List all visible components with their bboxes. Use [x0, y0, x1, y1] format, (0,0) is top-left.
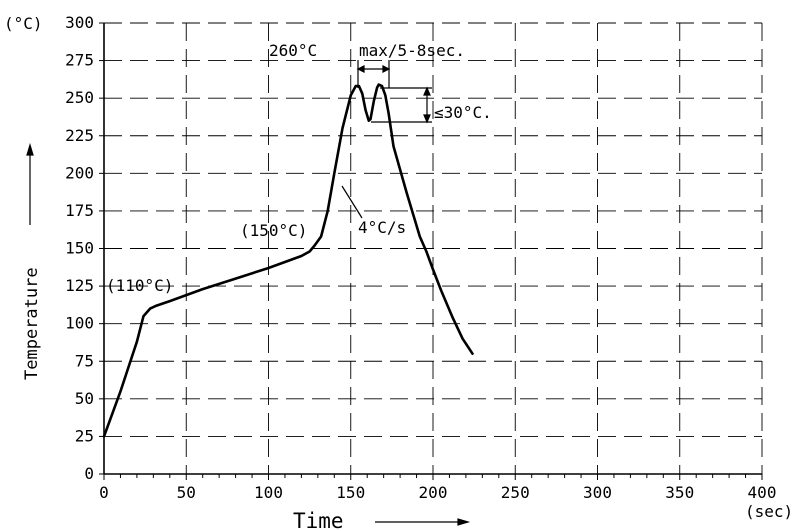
y-axis-unit: (°C)	[4, 14, 43, 33]
y-tick-label-175: 175	[65, 201, 94, 220]
annotation-slope: 4°C/s	[358, 218, 406, 237]
annotation-150c: (150°C)	[240, 221, 307, 240]
temperature-profile-line	[102, 83, 474, 438]
x-tick-label-350: 350	[665, 483, 694, 502]
peak-window-marker	[356, 60, 391, 88]
annotation-peak-window: max/5-8sec.	[359, 41, 465, 60]
axes	[99, 22, 763, 480]
grid-lines	[104, 22, 763, 474]
x-axis-title: Time	[293, 509, 344, 531]
x-tick-label-150: 150	[336, 483, 365, 502]
x-axis-arrow	[375, 518, 471, 526]
x-tick-label-400: 400	[748, 483, 777, 502]
y-tick-label-225: 225	[65, 126, 94, 145]
y-tick-label-300: 300	[65, 13, 94, 32]
x-tick-label-0: 0	[99, 483, 109, 502]
y-tick-label-50: 50	[75, 389, 94, 408]
y-tick-label-275: 275	[65, 51, 94, 70]
y-axis-arrow	[26, 142, 34, 225]
annotation-peak-temp: 260°C	[269, 41, 317, 60]
annotation-110c: (110°C)	[106, 276, 173, 295]
y-tick-label-25: 25	[75, 426, 94, 445]
y-tick-label-250: 250	[65, 88, 94, 107]
annotation-delta: ≤30°C.	[434, 103, 492, 122]
y-axis-title: Temperature	[22, 267, 42, 380]
x-tick-label-100: 100	[254, 483, 283, 502]
y-tick-label-75: 75	[75, 351, 94, 370]
x-tick-label-200: 200	[419, 483, 448, 502]
slope-leader-line	[341, 185, 363, 219]
y-tick-label-0: 0	[84, 464, 94, 483]
y-tick-label-125: 125	[65, 276, 94, 295]
y-tick-label-100: 100	[65, 314, 94, 333]
y-tick-label-200: 200	[65, 163, 94, 182]
y-tick-label-150: 150	[65, 239, 94, 258]
x-tick-label-250: 250	[501, 483, 530, 502]
x-tick-label-300: 300	[583, 483, 612, 502]
x-axis-unit: (sec)	[745, 502, 793, 521]
x-tick-label-50: 50	[177, 483, 196, 502]
delta-marker	[371, 86, 432, 124]
tick-labels: 0 25 50 75 100 125 150 175 200 225 250 275 300 0 50 100…	[65, 13, 776, 502]
